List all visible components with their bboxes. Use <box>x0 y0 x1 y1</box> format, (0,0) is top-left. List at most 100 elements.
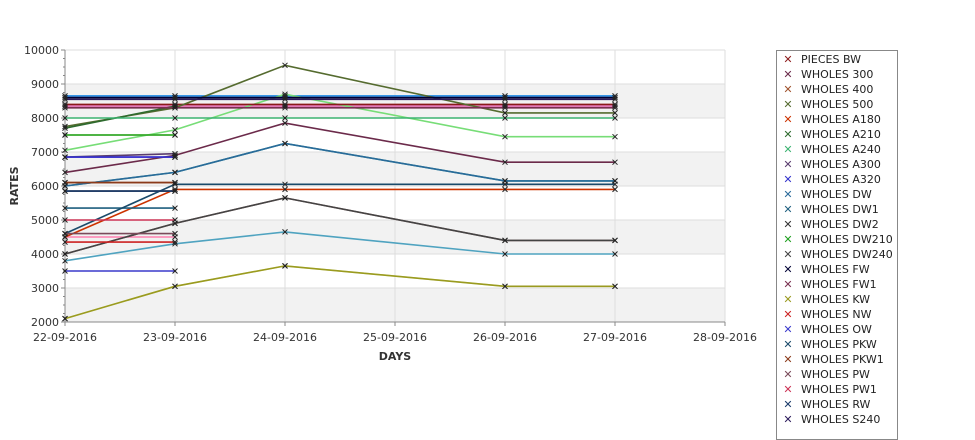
point-marker-stroke <box>612 103 618 109</box>
y-tick-label: 2000 <box>31 316 59 329</box>
x-tick-label: 27-09-2016 <box>583 331 647 344</box>
y-axis-title: RATES <box>8 166 21 205</box>
series-wholes-s240-point <box>172 96 178 103</box>
point-marker-stroke <box>172 205 178 211</box>
series-wholes-fw1-point <box>172 104 178 111</box>
point-marker-stroke <box>502 104 508 111</box>
series-wholes-fw1-point <box>62 104 68 111</box>
series-wholes-kw-point <box>502 283 508 290</box>
point-marker-stroke <box>62 104 68 111</box>
series-wholes-dw240-point <box>502 237 508 244</box>
point-marker-stroke <box>612 104 618 111</box>
point-marker-stroke <box>612 251 618 257</box>
unlabeled-series-7-point <box>282 229 288 235</box>
legend-marker-icon: ✕ <box>783 308 793 321</box>
legend-label: WHOLES DW240 <box>801 248 893 261</box>
point-marker-stroke <box>502 96 508 103</box>
point-marker-stroke <box>612 237 618 244</box>
series-wholes-dw1-point <box>172 205 178 211</box>
point-marker-stroke <box>62 230 68 237</box>
point-marker-stroke <box>172 181 178 188</box>
series-wholes-a180-point <box>282 186 288 193</box>
point-marker-stroke <box>62 268 68 274</box>
series-wholes-pkw-point <box>172 181 178 188</box>
point-marker-stroke <box>502 237 508 244</box>
legend-label: WHOLES PW <box>801 368 870 381</box>
series-wholes-dw-point <box>282 140 288 147</box>
series-wholes-a240-point <box>282 115 288 121</box>
point-marker-stroke <box>502 115 508 121</box>
series-wholes-pw-point <box>62 230 68 237</box>
series-wholes-500-point <box>282 62 288 69</box>
legend-label: WHOLES FW <box>801 263 870 276</box>
unlabeled-series-2-point <box>62 147 68 154</box>
legend-marker-icon: ✕ <box>783 83 793 96</box>
point-marker-stroke <box>282 94 288 101</box>
x-tick-label: 22-09-2016 <box>33 331 97 344</box>
legend-marker-icon: ✕ <box>783 293 793 306</box>
series-wholes-s240-point <box>502 96 508 103</box>
legend-label: WHOLES S240 <box>801 413 881 426</box>
point-marker-stroke <box>282 229 288 235</box>
series-wholes-a210-point <box>62 125 68 132</box>
point-marker-stroke <box>502 283 508 290</box>
unlabeled-series-1-point <box>62 103 68 109</box>
series-wholes-300-point <box>62 169 68 176</box>
point-marker-stroke <box>502 133 508 140</box>
series-wholes-dw-point <box>172 169 178 176</box>
series-wholes-pw-point <box>172 230 178 237</box>
point-marker-stroke <box>282 62 288 69</box>
unlabeled-series-1-point <box>612 103 618 109</box>
point-marker-stroke <box>612 94 618 101</box>
legend-marker-icon: ✕ <box>783 263 793 276</box>
point-marker-stroke <box>612 181 618 188</box>
point-marker-stroke <box>62 154 68 160</box>
point-marker-stroke <box>62 239 68 245</box>
point-marker-stroke <box>172 115 178 121</box>
series-wholes-kw-point <box>172 283 178 290</box>
series-wholes-fw-point <box>612 94 618 101</box>
point-marker-stroke <box>502 94 508 101</box>
point-marker-stroke <box>502 159 508 166</box>
legend-marker-icon: ✕ <box>783 398 793 411</box>
legend-label: WHOLES PKW1 <box>801 353 884 366</box>
series-wholes-fw-point <box>502 94 508 101</box>
point-marker-stroke <box>62 147 68 154</box>
series-wholes-fw1-point <box>502 104 508 111</box>
point-marker-stroke <box>172 96 178 103</box>
legend-label: WHOLES NW <box>801 308 872 321</box>
point-marker-stroke <box>62 217 68 223</box>
series-wholes-a240-point <box>172 115 178 121</box>
legend-label: WHOLES DW <box>801 188 872 201</box>
chart-legend: ✕ PIECES BW ✕ WHOLES 300 ✕ WHOLES 400 ✕ WHOLES … <box>776 50 898 440</box>
point-marker-stroke <box>502 110 508 116</box>
point-marker-stroke <box>172 169 178 176</box>
legend-marker-icon: ✕ <box>783 218 793 231</box>
series-wholes-pkw1-point <box>62 179 68 186</box>
point-marker-stroke <box>62 115 68 121</box>
point-marker-stroke <box>172 186 178 193</box>
legend-marker-icon: ✕ <box>783 338 793 351</box>
legend-label: WHOLES 500 <box>801 98 874 111</box>
series-wholes-dw240-point <box>62 251 68 257</box>
point-marker-stroke <box>172 152 178 159</box>
point-marker-stroke <box>172 268 178 274</box>
series-wholes-s240-point <box>282 96 288 103</box>
series-wholes-kw-point <box>282 263 288 269</box>
y-tick-label: 4000 <box>31 248 59 261</box>
legend-label: WHOLES A320 <box>801 173 881 186</box>
legend-label: WHOLES DW2 <box>801 218 879 231</box>
legend-label: WHOLES A240 <box>801 143 881 156</box>
x-tick-label: 25-09-2016 <box>363 331 427 344</box>
legend-label: WHOLES OW <box>801 323 872 336</box>
point-marker-stroke <box>62 94 68 101</box>
x-tick-label: 24-09-2016 <box>253 331 317 344</box>
unlabeled-series-2-point <box>612 133 618 140</box>
series-wholes-pw1-point <box>172 217 178 223</box>
series-wholes-kw-point <box>612 283 618 290</box>
series-wholes-s240-point <box>62 96 68 103</box>
legend-marker-icon: ✕ <box>783 98 793 111</box>
point-marker-stroke <box>612 159 618 166</box>
point-marker-stroke <box>172 283 178 290</box>
series-wholes-300-point <box>502 159 508 166</box>
